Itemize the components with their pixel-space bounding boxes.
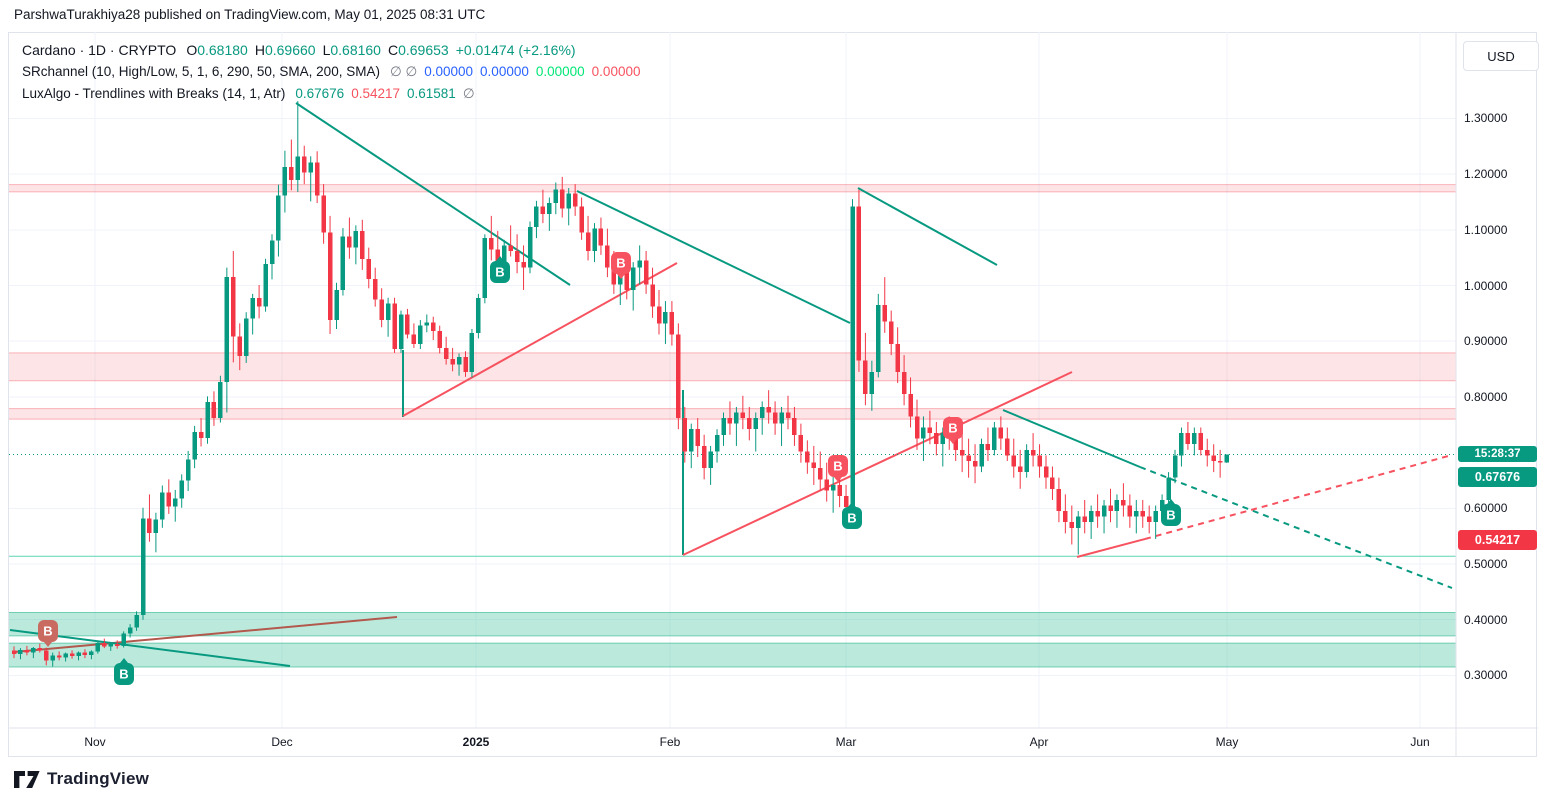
symbol-title[interactable]: Cardano · 1D · CRYPTO (22, 42, 177, 58)
srchannel-value-4: 0.00000 (591, 64, 641, 79)
price-tick-label: 0.80000 (1464, 389, 1508, 404)
srchannel-value-2: 0.00000 (480, 64, 529, 79)
time-tick-label: Nov (84, 735, 106, 749)
attribution-bar: ParshwaTurakhiya28 published on TradingV… (14, 7, 486, 22)
price-tick-label: 0.30000 (1464, 668, 1508, 683)
time-tick-label: 2025 (462, 735, 490, 749)
time-tick-label: Feb (659, 735, 681, 749)
luxalgo-upper-value: 0.67676 (295, 86, 345, 101)
ohlc-o-label: O (186, 42, 198, 58)
legend-luxalgo-row[interactable]: LuxAlgo - Trendlines with Breaks (14, 1,… (22, 83, 647, 105)
time-tick-label: May (1215, 735, 1239, 749)
luxalgo-title[interactable]: LuxAlgo - Trendlines with Breaks (14, 1,… (22, 86, 286, 101)
legend-symbol-row[interactable]: Cardano · 1D · CRYPTO O0.68180 H0.69660 L0.… (22, 39, 647, 61)
time-tick-label: Dec (271, 735, 293, 749)
srchannel-value-3: 0.00000 (535, 64, 585, 79)
price-tick-label: 1.00000 (1464, 278, 1508, 293)
tradingview-wordmark: TradingView (47, 769, 150, 788)
ohlc-h-value: 0.69660 (264, 42, 316, 58)
luxalgo-mid-value: 0.61581 (407, 86, 456, 101)
ohlc-c-label: C (387, 42, 399, 58)
change-value: +0.01474 (+2.16%) (455, 42, 576, 58)
srchannel-empty-values: ∅ ∅ (389, 64, 418, 79)
srchannel-title[interactable]: SRchannel (10, High/Low, 5, 1, 6, 290, 5… (22, 64, 380, 79)
srchannel-value-1: 0.00000 (424, 64, 474, 79)
price-tick-label: 0.50000 (1464, 557, 1508, 571)
price-tick-label: 0.60000 (1464, 501, 1508, 516)
ohlc-o-value: 0.68180 (197, 42, 248, 58)
price-tick-label: 0.90000 (1464, 334, 1508, 349)
ohlc-l-label: L (322, 42, 331, 58)
legend: Cardano · 1D · CRYPTO O0.68180 H0.69660 L0.… (22, 39, 647, 105)
price-badge: 0.67676 (1458, 467, 1537, 487)
luxalgo-lower-value: 0.54217 (351, 86, 400, 101)
legend-srchannel-row[interactable]: SRchannel (10, High/Low, 5, 1, 6, 290, 5… (22, 61, 647, 83)
countdown-badge: 15:28:37 (1458, 446, 1537, 462)
tradingview-footer[interactable]: TradingView (14, 769, 149, 789)
price-tick-label: 1.20000 (1464, 167, 1508, 182)
time-tick-label: Apr (1029, 735, 1049, 749)
time-tick-label: Mar (835, 735, 857, 749)
luxalgo-empty-value: ∅ (462, 86, 475, 101)
chart-canvas[interactable] (9, 32, 1456, 728)
tradingview-logo-icon (14, 770, 40, 788)
price-badge: 0.54217 (1458, 530, 1537, 550)
price-tick-label: 0.40000 (1464, 612, 1508, 627)
currency-toggle-button[interactable]: USD (1463, 41, 1539, 71)
price-tick-label: 1.30000 (1464, 111, 1508, 126)
ohlc-l-value: 0.68160 (330, 42, 381, 58)
ohlc-c-value: 0.69653 (398, 42, 449, 58)
ohlc-h-label: H (254, 42, 265, 58)
time-tick-label: Jun (1410, 735, 1430, 749)
price-tick-label: 1.10000 (1464, 222, 1508, 237)
